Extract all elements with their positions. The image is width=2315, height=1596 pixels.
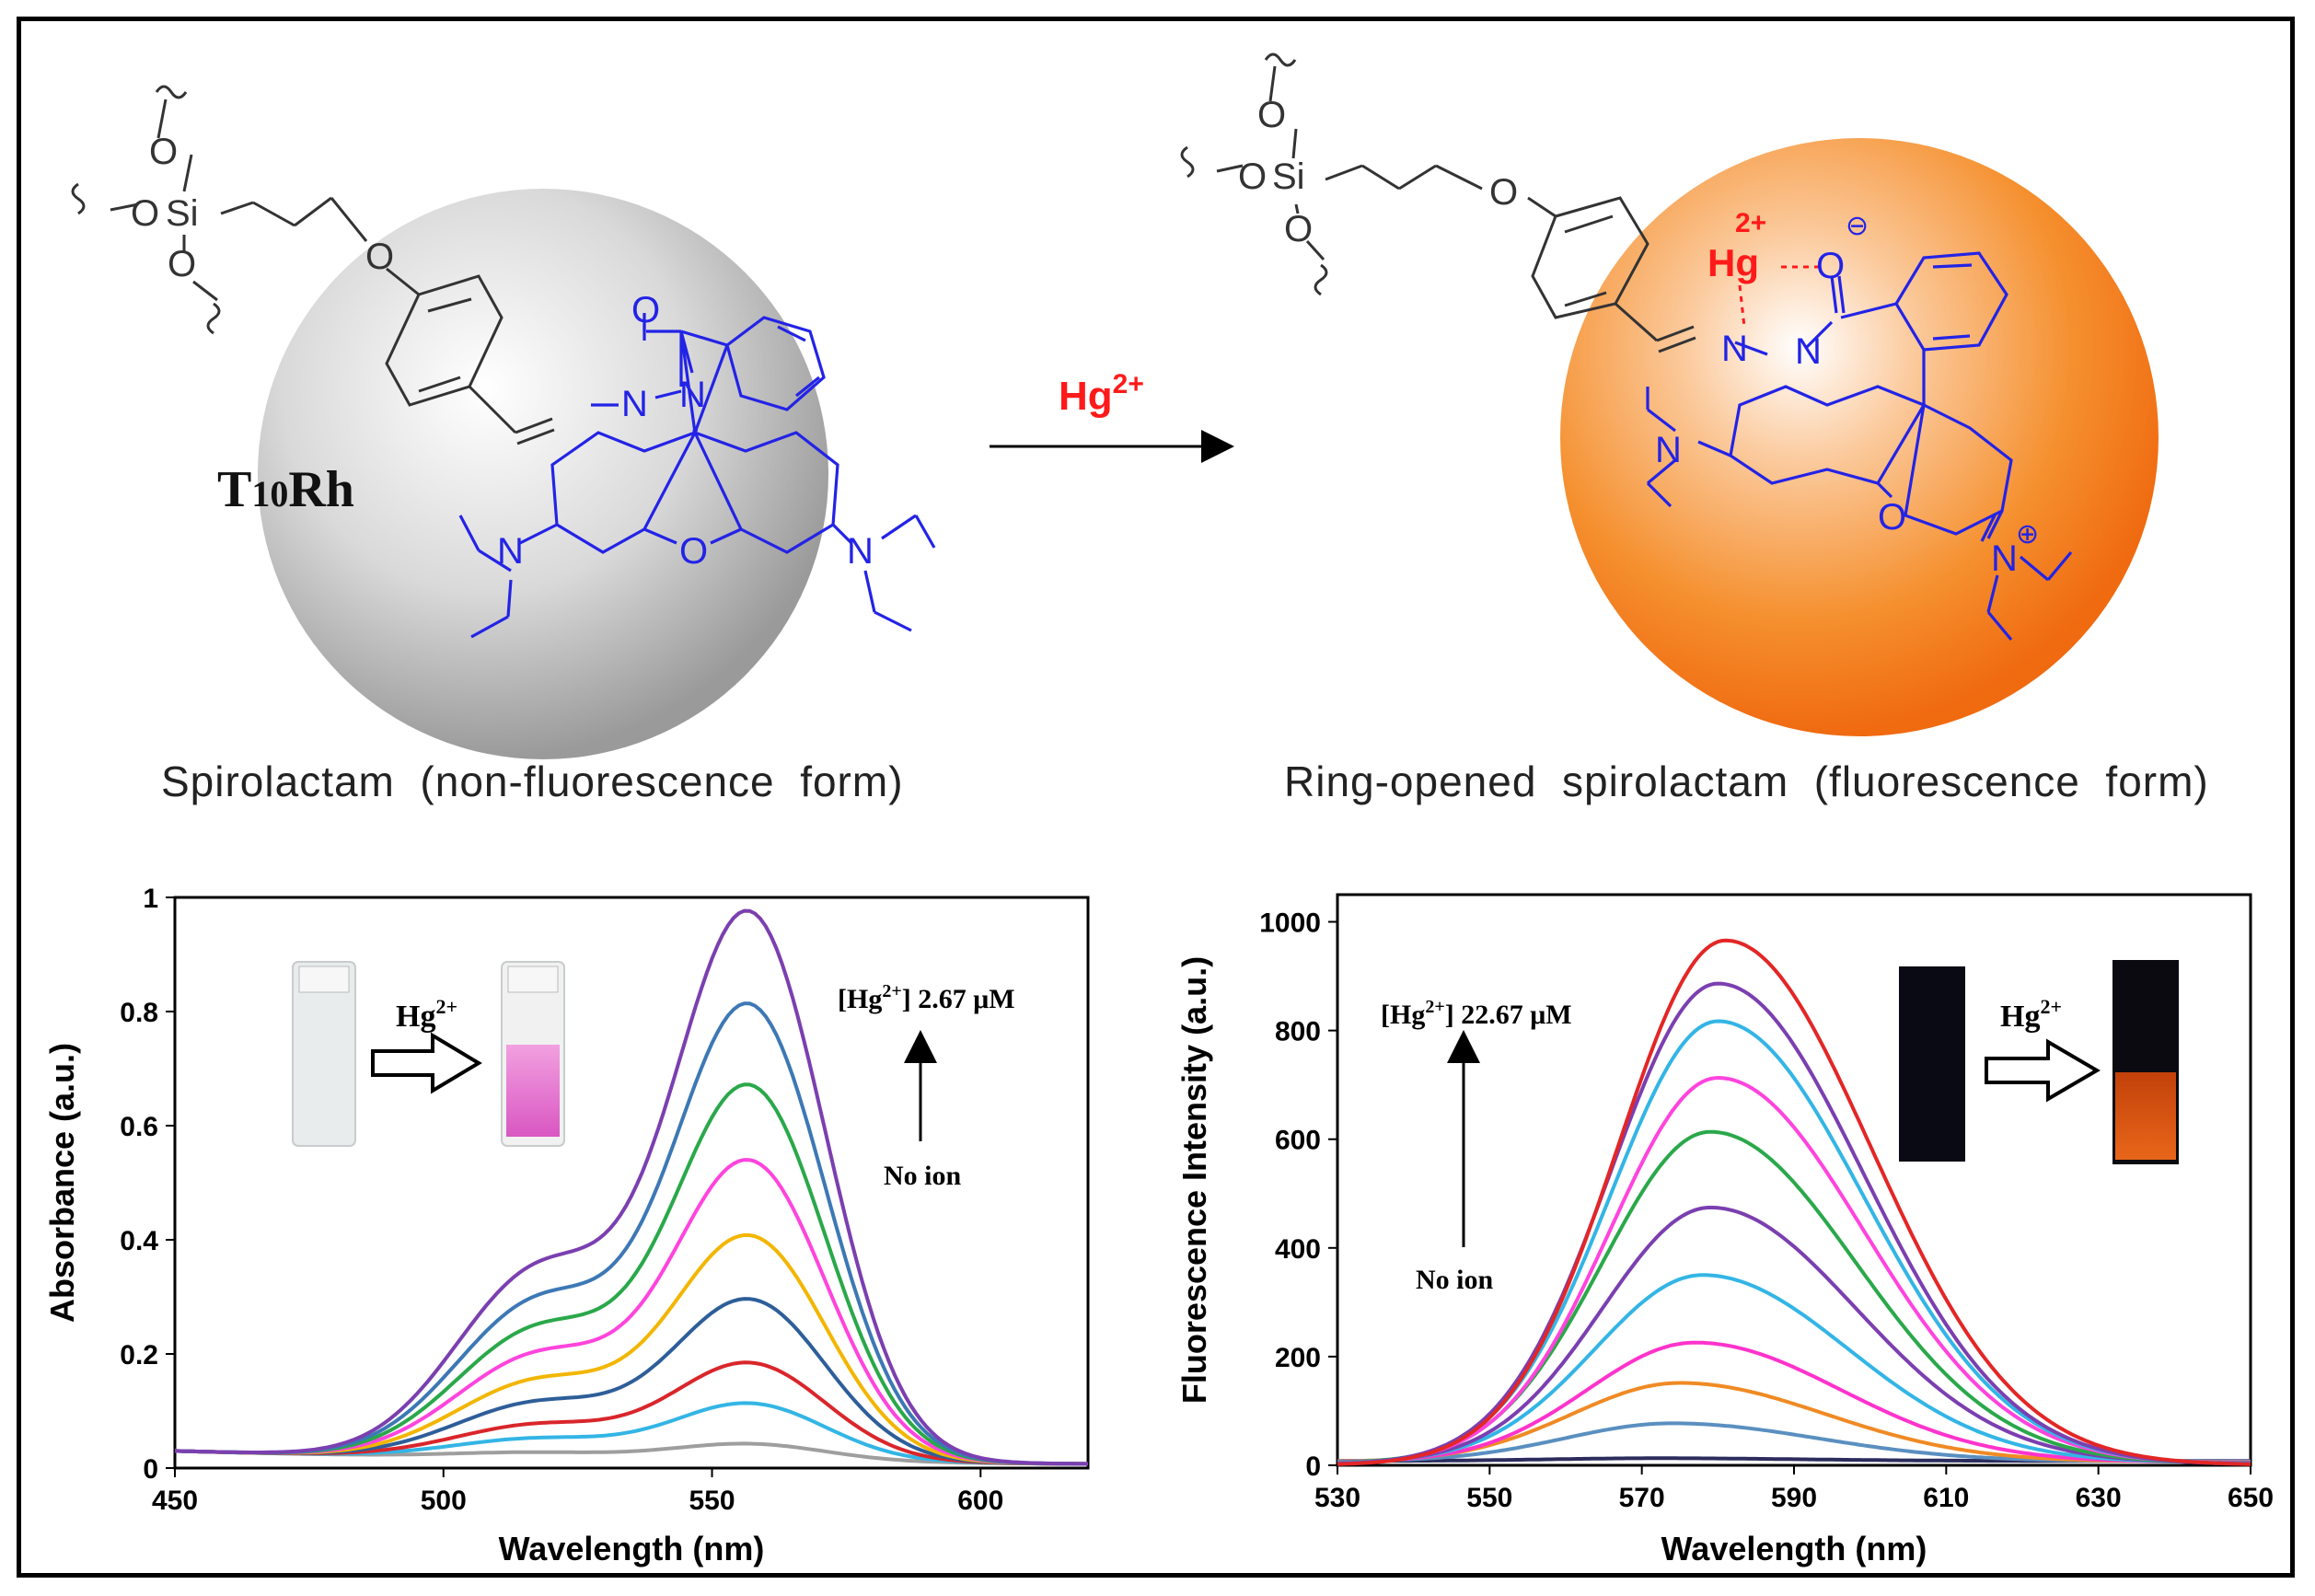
y-tick-label: 800 [1275,1017,1321,1047]
absorbance-series-3 [174,1297,1089,1466]
cuvette-before [1899,966,1965,1162]
vial-before [292,961,356,1147]
atom-O: O [131,193,159,234]
atom-O: O [149,132,178,172]
atom-O: O [168,244,196,284]
atom-N: N [847,531,874,572]
plot-area [173,896,1090,1470]
atom-O: O [1878,497,1906,538]
x-tick-label: 550 [1466,1483,1512,1513]
atom-N: N [497,531,524,572]
y-tick-label: 400 [1275,1234,1321,1265]
atom-O: O [365,237,394,277]
absorbance-series-8 [174,908,1089,1466]
x-tick-label: 530 [1314,1483,1360,1513]
charge-minus: ⊖ [1846,211,1869,241]
atom-Si: Si [166,193,199,234]
atom-N: N [1795,331,1822,372]
pink-solution [506,1045,560,1137]
vial-inset: Hg2+ [292,961,565,1147]
right-molecule: O O Si O O [1180,52,2159,736]
atom-N: N [621,384,648,424]
rhodamine-spirolactam [458,313,936,639]
absorbance-series-5 [174,1158,1089,1466]
atom-N: N [1655,430,1682,470]
y-tick-label: 0.6 [120,1112,158,1142]
rhodamine-open [1646,251,2073,642]
charge-plus: ⊕ [2016,519,2039,549]
x-tick-label: 630 [2076,1483,2122,1513]
y-axis-label: Fluorescence Intensity (a.u.) [1175,956,1213,1404]
cuvette-inset: Hg2+ [1899,960,2179,1164]
inset-reagent: Hg2+ [396,995,457,1034]
atom-O: O [679,531,708,572]
inset-arrow [1985,1038,2101,1103]
left-molecule: O O Si O O [71,85,936,759]
y-tick-label: 600 [1275,1126,1321,1156]
x-tick-label: 610 [1923,1483,1969,1513]
x-tick-label: 450 [152,1486,198,1516]
orange-fluorescence [2115,1072,2176,1160]
annotation-bottom: No ion [884,1161,962,1191]
compound-label: T10Rh [217,461,354,518]
left-caption: Spirolactam (non-fluorescence form) [161,758,904,805]
atom-O: O [631,290,660,330]
x-axis-label: Wavelength (nm) [1661,1530,1927,1567]
silane-linker [71,85,555,445]
annotation-bottom: No ion [1416,1265,1494,1295]
fluorescence-chart: 530 550 570 590 610 630 650 0 200 400 600 800 1000 W… [1175,893,2274,1567]
annotation-top: [Hg2+] 2.67 μM [838,981,1015,1014]
atom-O: O [1284,209,1313,249]
absorbance-chart: 450 500 550 600 0 0.2 0.4 0.6 0.8 1 Wavelength (n… [43,884,1090,1567]
fluorescence-series-4 [1337,1273,2251,1464]
atom-N: N [1991,538,2018,579]
atom-N: N [679,375,706,415]
x-tick-label: 550 [689,1486,735,1516]
mercury-ion: Hg [1707,241,1759,284]
x-tick-label: 570 [1619,1483,1665,1513]
annotation-top: [Hg2+] 22.67 μM [1381,997,1572,1030]
atom-O: O [1257,95,1286,135]
absorbance-series-4 [174,1232,1089,1466]
atom-O: O [1238,156,1267,197]
x-axis-label: Wavelength (nm) [499,1530,765,1567]
fluorescence-series-5 [1337,1205,2251,1465]
y-tick-label: 1000 [1259,908,1321,939]
mercury-charge: 2+ [1735,208,1766,238]
y-tick-label: 0.2 [120,1340,158,1370]
y-tick-label: 0 [1305,1451,1321,1482]
y-tick-label: 1 [143,884,158,914]
x-tick-label: 590 [1771,1483,1817,1513]
inset-arrow [371,1032,482,1094]
atom-O: O [1489,172,1518,213]
x-tick-label: 500 [421,1486,467,1516]
right-caption: Ring-opened spirolactam (fluorescence fo… [1284,758,2209,805]
atom-O: O [1816,246,1845,286]
reaction-arrow: Hg2+ [990,369,1234,463]
x-tick-label: 600 [957,1486,1003,1516]
reagent-label: Hg2+ [1059,369,1144,419]
y-tick-label: 0.4 [120,1226,158,1256]
inset-reagent: Hg2+ [2000,995,2062,1034]
y-tick-label: 0 [143,1454,158,1485]
y-tick-label: 200 [1275,1343,1321,1373]
fluorescence-series-6 [1337,1129,2251,1465]
fluorescence-series-9 [1337,981,2251,1466]
y-tick-label: 0.8 [120,998,158,1028]
atom-Si: Si [1272,156,1305,197]
x-tick-label: 650 [2228,1483,2274,1513]
fluorescence-series-10 [1337,938,2251,1466]
y-axis-label: Absorbance (a.u.) [43,1043,81,1323]
atom-N: N [1721,329,1748,369]
silica-sphere-orange [1560,138,2159,736]
silane-linker [1180,52,1696,353]
